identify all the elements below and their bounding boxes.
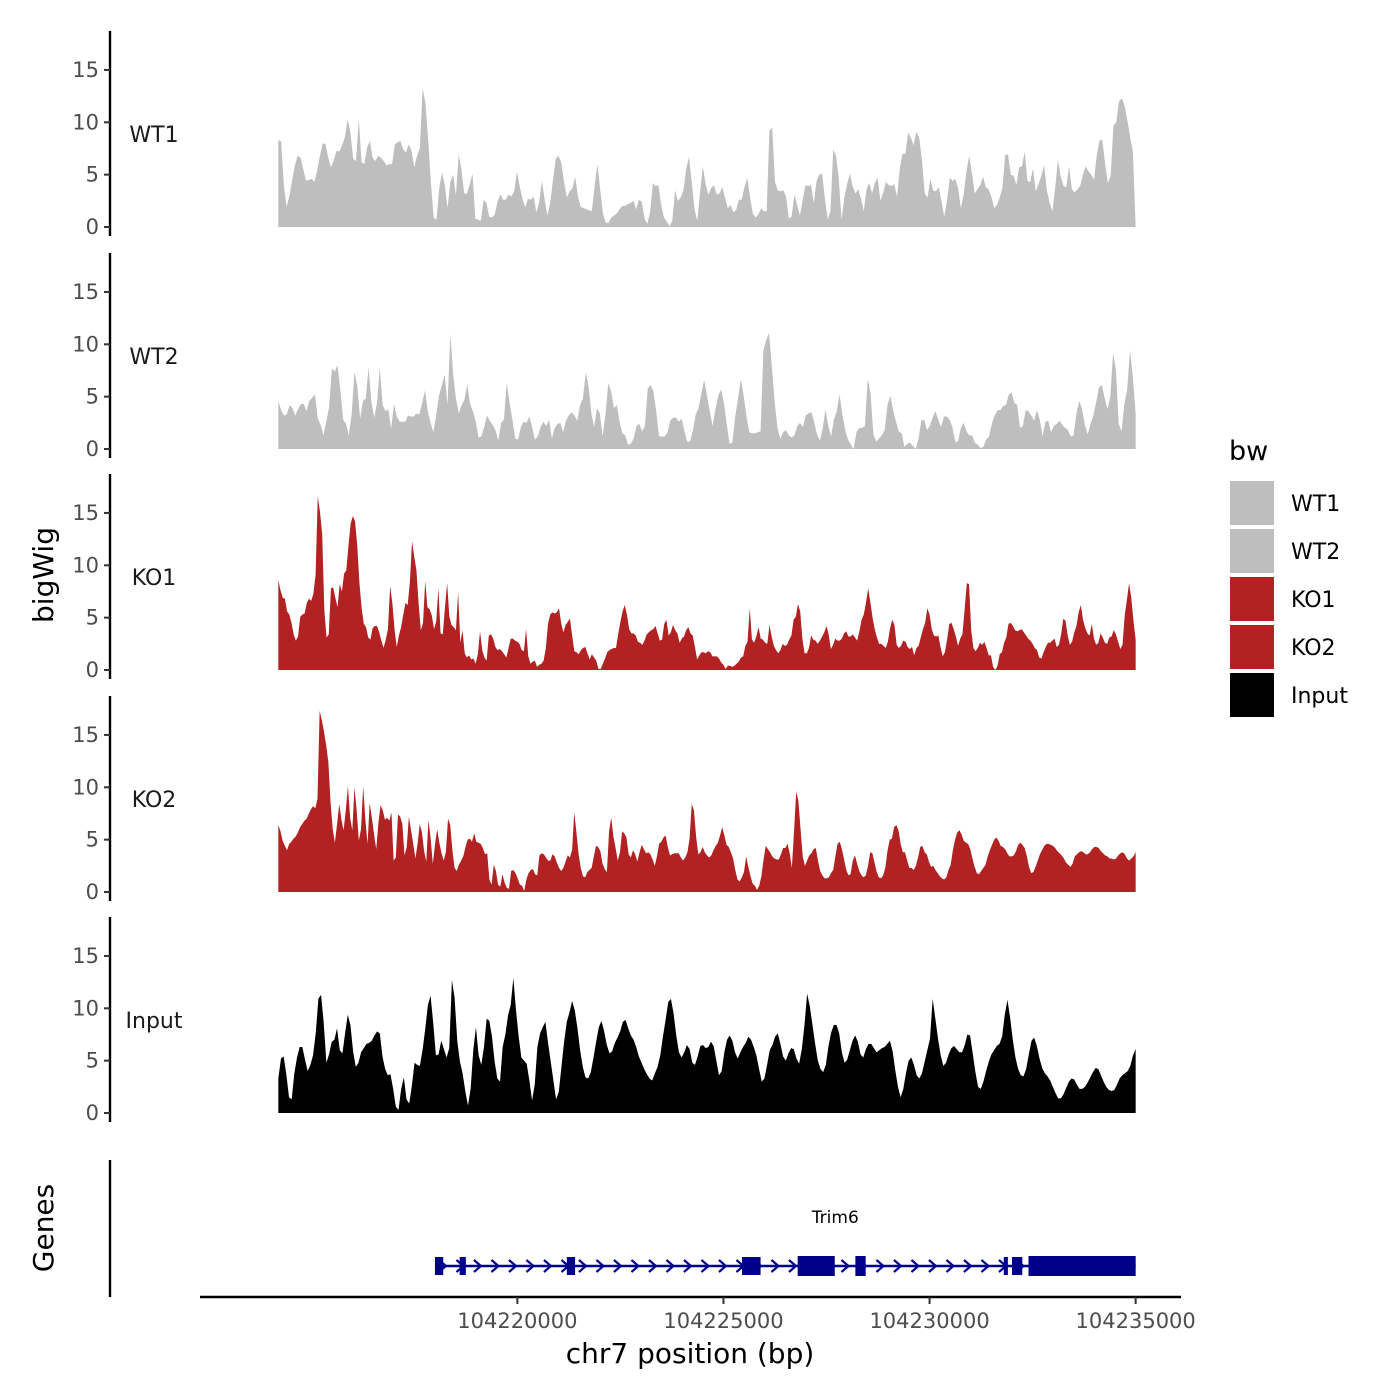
y-tick-label: 15 — [72, 58, 99, 82]
legend-label: KO2 — [1291, 636, 1336, 661]
y-tick-label: 0 — [86, 1101, 99, 1125]
y-tick-label: 10 — [72, 996, 99, 1020]
track-input: 0 5 10 15 Input — [72, 917, 1136, 1125]
strand-arrow — [700, 1259, 711, 1273]
strand-arrow — [648, 1259, 658, 1273]
coverage-area — [278, 332, 1136, 449]
legend-label: WT2 — [1291, 540, 1340, 565]
legend-label: KO1 — [1291, 588, 1336, 613]
track-wt2: 0 5 10 15 WT2 — [72, 253, 1136, 461]
legend-entry: Input — [1230, 673, 1348, 717]
y-tick-label: 10 — [72, 110, 99, 134]
coverage-area — [278, 710, 1136, 892]
y-axis-title: bigWig — [27, 527, 60, 623]
y-tick-label: 15 — [72, 280, 99, 304]
genes-track-title: Genes — [27, 1184, 60, 1272]
exon — [855, 1256, 866, 1276]
strand-arrow — [875, 1259, 886, 1273]
y-tick-label: 0 — [86, 437, 99, 461]
x-axis-title: chr7 position (bp) — [566, 1337, 815, 1370]
exon — [459, 1257, 466, 1275]
x-tick-label: 104235000 — [1076, 1309, 1196, 1333]
gene-model: Trim6 — [434, 1208, 1136, 1276]
coverage-area — [278, 977, 1136, 1113]
strand-arrow — [630, 1259, 641, 1273]
strand-arrow — [665, 1259, 676, 1273]
strand-arrow — [490, 1259, 501, 1273]
track-label: WT2 — [129, 345, 178, 370]
gene-track: Trim6 — [108, 1160, 1136, 1297]
exon — [434, 1257, 444, 1275]
track-wt1: 0 5 10 15 WT1 — [72, 31, 1136, 239]
strand-arrow — [508, 1259, 518, 1273]
y-tick-label: 15 — [72, 944, 99, 968]
legend: bw WT1 WT2 KO1 KO2 Input — [1229, 436, 1348, 717]
track-label: KO1 — [132, 566, 177, 591]
y-tick-label: 5 — [86, 385, 99, 409]
track-ko1: 0 5 10 15 KO1 — [72, 474, 1136, 682]
y-tick-label: 0 — [86, 880, 99, 904]
strand-arrow — [770, 1259, 781, 1273]
track-label: Input — [126, 1009, 183, 1034]
y-tick-label: 15 — [72, 723, 99, 747]
legend-swatch — [1230, 529, 1274, 573]
strand-arrow — [578, 1259, 588, 1273]
legend-entry: WT2 — [1230, 529, 1340, 573]
legend-swatch — [1230, 481, 1274, 525]
legend-entry: KO2 — [1230, 625, 1336, 669]
strand-arrow — [963, 1259, 973, 1273]
y-tick-label: 0 — [86, 658, 99, 682]
strand-arrow — [683, 1259, 693, 1273]
strand-arrow — [910, 1259, 921, 1273]
x-tick-label: 104220000 — [457, 1309, 577, 1333]
y-tick-label: 5 — [86, 1049, 99, 1073]
legend-entry: WT1 — [1230, 481, 1340, 525]
coverage-area — [278, 496, 1136, 670]
exon — [1012, 1257, 1023, 1275]
y-tick-label: 5 — [86, 163, 99, 187]
y-tick-label: 15 — [72, 501, 99, 525]
track-label: WT1 — [129, 123, 178, 148]
coverage-area — [278, 88, 1136, 227]
y-tick-label: 5 — [86, 606, 99, 630]
legend-title: bw — [1229, 436, 1268, 467]
legend-label: WT1 — [1291, 492, 1340, 517]
strand-arrow — [788, 1259, 798, 1273]
strand-arrow — [613, 1259, 623, 1273]
legend-swatch — [1230, 625, 1274, 669]
y-tick-label: 10 — [72, 332, 99, 356]
strand-arrow — [595, 1259, 606, 1273]
x-axis: 104220000 104225000 104230000 104235000 — [200, 1295, 1196, 1333]
strand-arrow — [473, 1259, 483, 1273]
legend-label: Input — [1291, 684, 1348, 709]
strand-arrow — [525, 1259, 536, 1273]
strand-arrow — [543, 1259, 553, 1273]
strand-arrow — [893, 1259, 903, 1273]
strand-arrow — [928, 1259, 938, 1273]
x-tick-label: 104225000 — [663, 1309, 783, 1333]
legend-entry: KO1 — [1230, 577, 1336, 621]
exon — [1003, 1257, 1008, 1275]
exon — [1028, 1256, 1136, 1276]
track-ko2: 0 5 10 15 KO2 — [72, 696, 1136, 904]
tracks-layer: 0 5 10 15 WT1 0 5 10 15 WT2 0 5 10 15 KO1 0 5 10 15 KO2 0 5 10… — [72, 31, 1136, 1125]
legend-swatch — [1230, 673, 1274, 717]
y-tick-label: 10 — [72, 775, 99, 799]
strand-arrow — [718, 1259, 728, 1273]
strand-arrow — [980, 1259, 991, 1273]
gene-name-label: Trim6 — [811, 1208, 859, 1228]
exon — [566, 1257, 576, 1275]
x-tick-label: 104230000 — [869, 1309, 989, 1333]
track-label: KO2 — [132, 788, 177, 813]
y-tick-label: 10 — [72, 553, 99, 577]
y-tick-label: 0 — [86, 215, 99, 239]
exon — [742, 1257, 761, 1275]
strand-arrow — [945, 1259, 956, 1273]
exon — [797, 1256, 835, 1276]
strand-arrow — [840, 1259, 851, 1273]
legend-swatch — [1230, 577, 1274, 621]
y-tick-label: 5 — [86, 828, 99, 852]
